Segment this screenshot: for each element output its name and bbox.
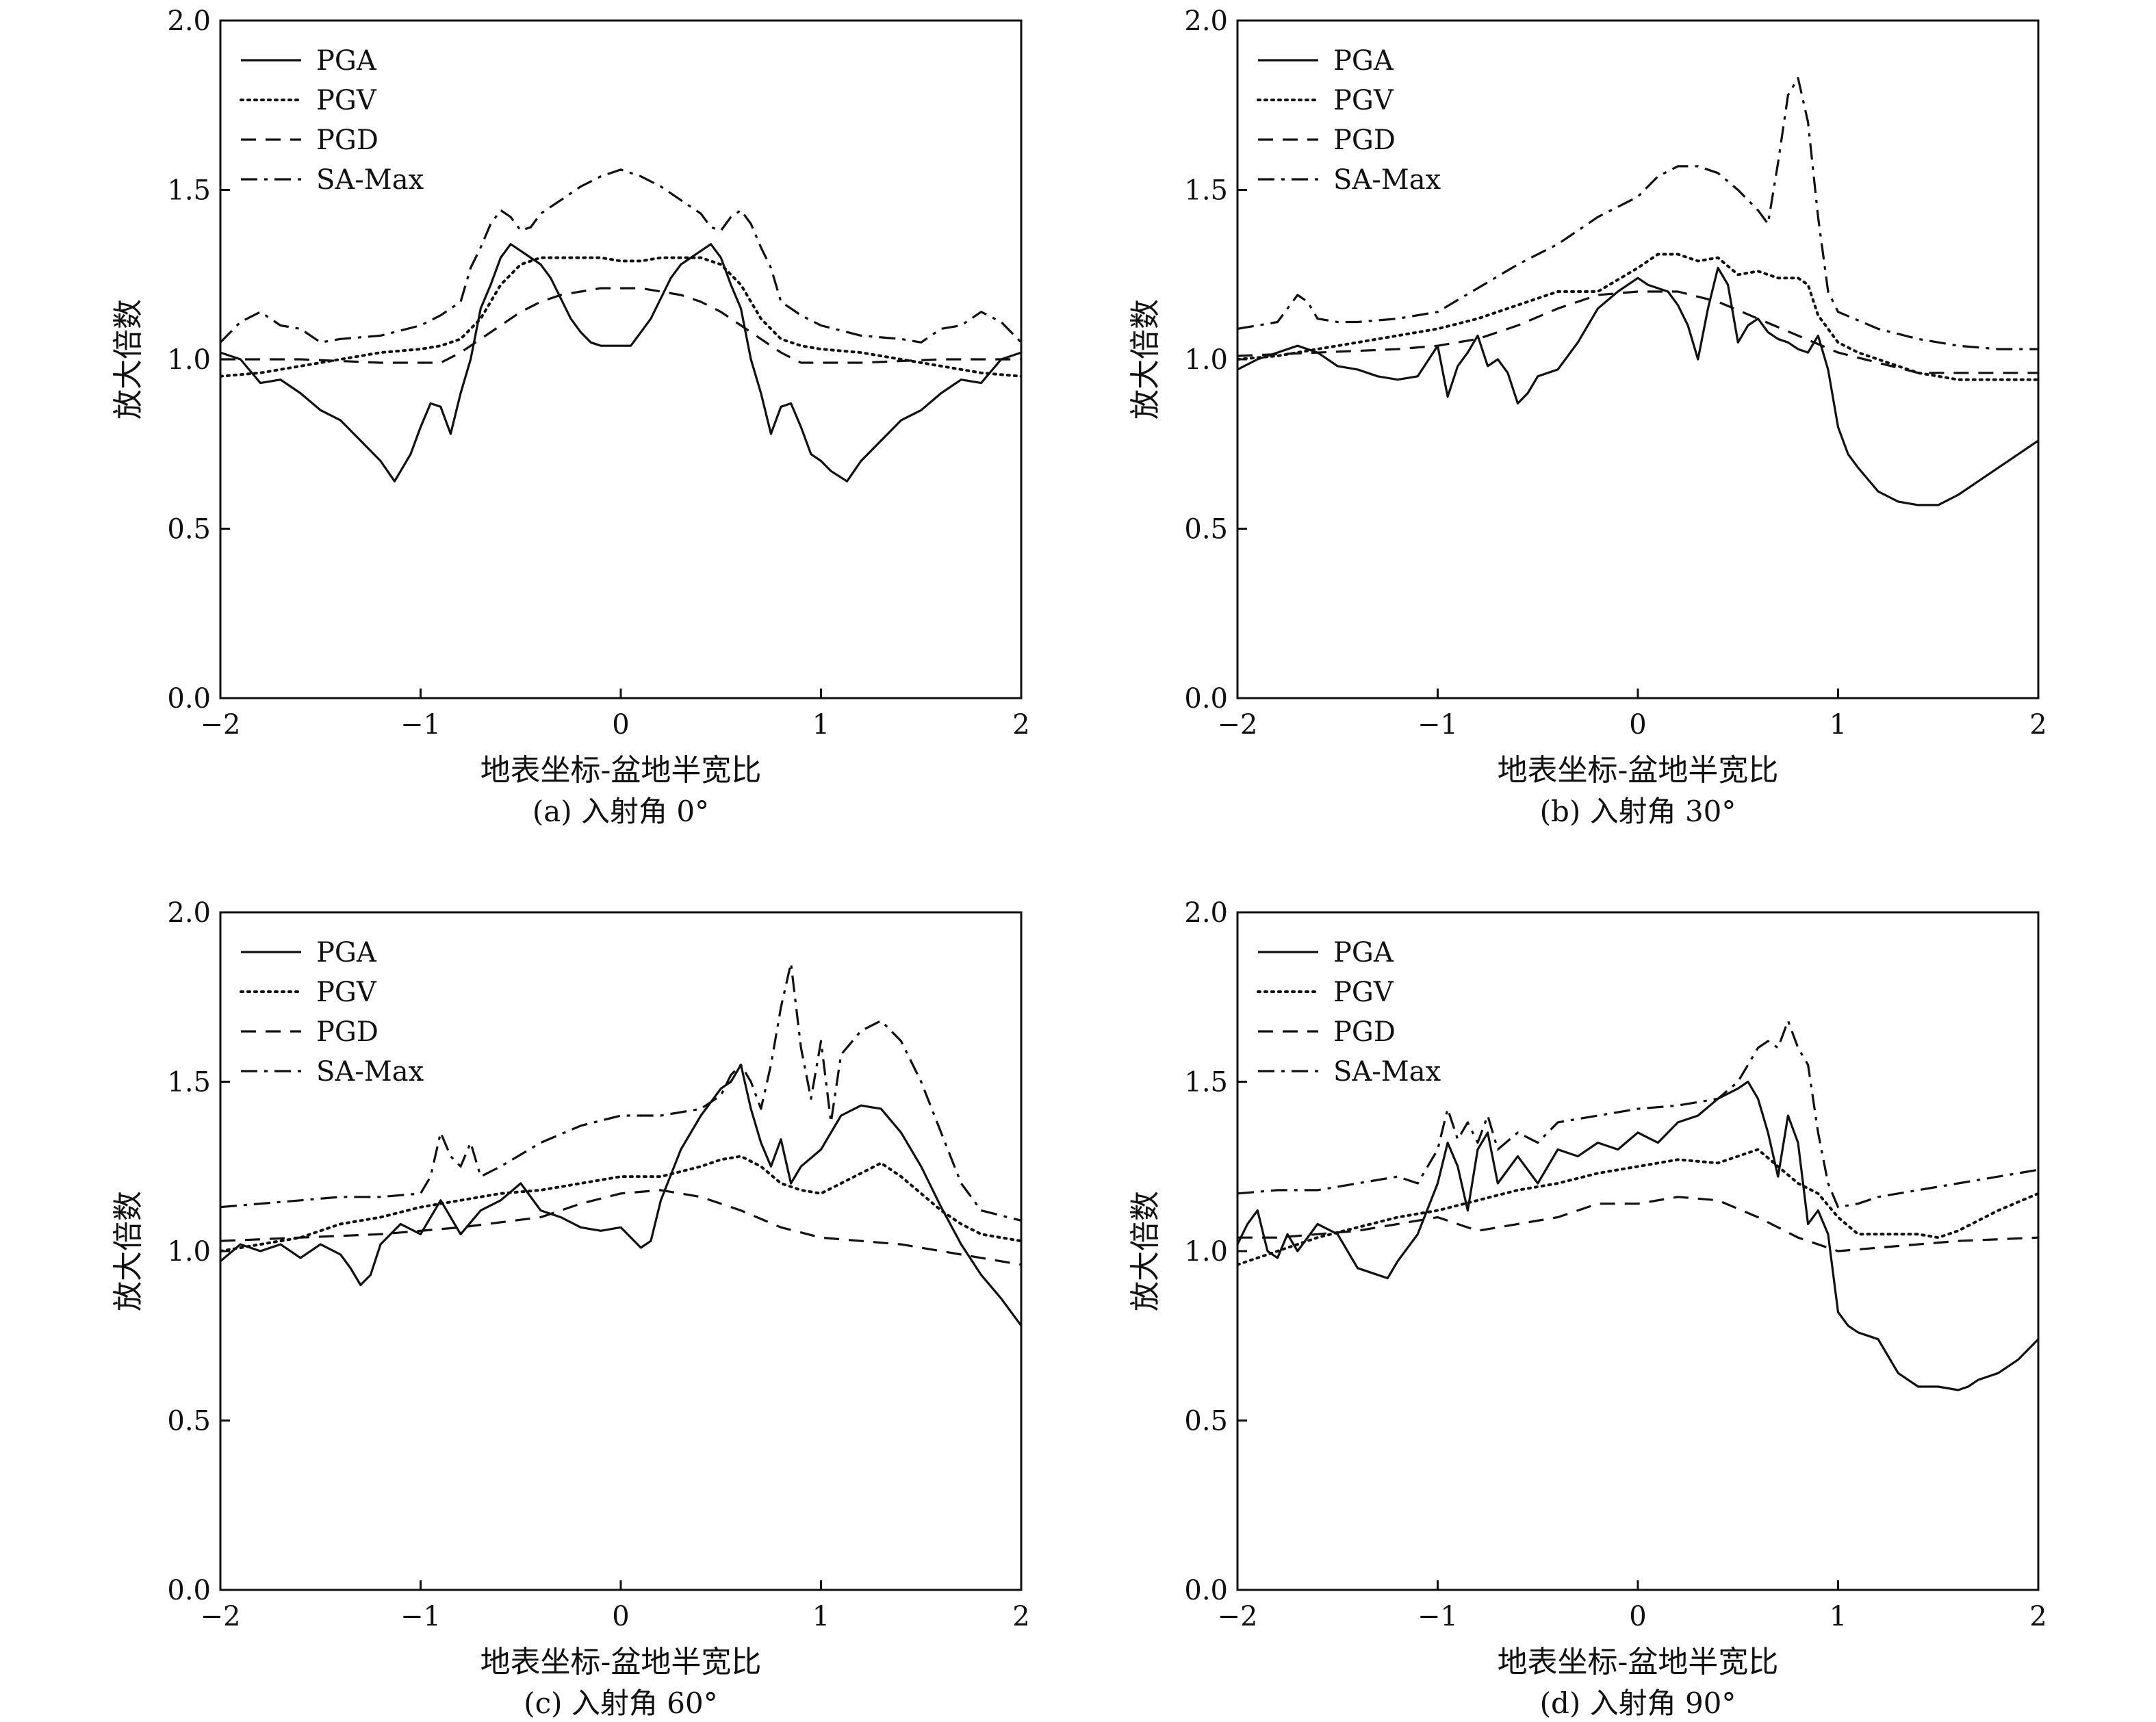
series-line-sa-max: [220, 962, 1021, 1222]
legend: PGA PGV PGD SA-Max: [1257, 937, 1441, 1088]
y-tick-label: 0.0: [167, 1575, 211, 1606]
x-tick-label: −2: [1218, 1601, 1258, 1632]
legend: PGA PGV PGD SA-Max: [240, 45, 424, 196]
x-tick-label: 2: [1012, 709, 1029, 741]
y-tick-label: 2.0: [1184, 5, 1228, 37]
x-tick-label: 0: [1629, 709, 1646, 741]
x-tick-label: −2: [201, 1601, 241, 1632]
y-tick-label: 0.5: [167, 1406, 211, 1437]
series-line-pga: [1237, 1080, 2038, 1391]
legend: PGA PGV PGD SA-Max: [1257, 45, 1441, 196]
y-axis-label: 放大倍数: [111, 1191, 146, 1311]
panel-caption: (b) 入射角 30°: [1540, 795, 1736, 828]
legend-label: PGD: [1333, 125, 1396, 156]
series-line-pgv: [220, 256, 1021, 378]
x-tick-label: 2: [2029, 1601, 2046, 1632]
panel-caption: (a) 入射角 0°: [532, 795, 709, 828]
legend: PGA PGV PGD SA-Max: [240, 937, 424, 1088]
x-tick-label: 1: [812, 1601, 830, 1632]
y-tick-label: 2.0: [167, 5, 211, 37]
y-tick-label: 2.0: [167, 897, 211, 929]
y-tick-label: 0.5: [1184, 1406, 1228, 1437]
x-tick-label: −1: [1417, 709, 1458, 741]
x-tick-label: −2: [1218, 709, 1258, 741]
x-tick-label: 2: [2029, 709, 2046, 741]
x-axis-label: 地表坐标-盆地半宽比: [480, 753, 762, 788]
series-line-pgd: [1237, 1196, 2038, 1252]
series-line-pga: [220, 243, 1021, 483]
legend-label: PGV: [316, 977, 377, 1008]
legend-label: PGD: [316, 125, 378, 156]
series-line-sa-max: [1237, 77, 2038, 350]
legend-label: SA-Max: [316, 1056, 424, 1088]
y-tick-label: 1.5: [1184, 175, 1228, 207]
x-tick-label: −1: [400, 709, 441, 741]
series-line-pgv: [1237, 1148, 2038, 1266]
panel-caption: (d) 入射角 90°: [1540, 1686, 1736, 1720]
series-line-sa-max: [1237, 1019, 2038, 1209]
legend-label: PGA: [316, 45, 377, 77]
y-tick-label: 1.5: [167, 175, 211, 207]
y-tick-label: 2.0: [1184, 897, 1228, 929]
x-tick-label: −2: [201, 709, 241, 741]
legend-label: PGA: [316, 937, 377, 968]
y-tick-label: 1.0: [1184, 1236, 1228, 1268]
legend-label: PGV: [1333, 977, 1394, 1008]
chart-panel-3: −2 −1 0 1 2 0.0 0.5 1.0 1.5 2.0 地表坐标-盆地半宽比 放大倍数 (c) …: [111, 897, 1030, 1720]
y-tick-label: 1.5: [1184, 1067, 1228, 1098]
legend-label: PGA: [1333, 45, 1394, 77]
legend-label: PGV: [316, 85, 377, 116]
chart-panel-2: −2 −1 0 1 2 0.0 0.5 1.0 1.5 2.0 地表坐标-盆地半宽比 放大倍数 (b) …: [1128, 5, 2047, 828]
legend-label: SA-Max: [316, 164, 424, 196]
chart-panel-1: −2 −1 0 1 2 0.0 0.5 1.0 1.5 2.0 地表坐标-盆地半宽比 放大倍数 (a) …: [111, 5, 1030, 828]
series-line-sa-max: [220, 168, 1021, 344]
series-line-pga: [1237, 266, 2038, 506]
legend-label: PGD: [1333, 1016, 1396, 1048]
legend-label: PGD: [316, 1016, 378, 1048]
y-tick-label: 0.0: [1184, 1575, 1228, 1606]
x-tick-label: 2: [1012, 1601, 1029, 1632]
y-tick-label: 0.5: [1184, 514, 1228, 545]
x-tick-label: −1: [400, 1601, 441, 1632]
series-line-pgv: [1237, 253, 2038, 381]
legend-label: PGV: [1333, 85, 1394, 116]
x-tick-label: 1: [1830, 709, 1847, 741]
y-axis-label: 放大倍数: [111, 299, 146, 420]
x-tick-label: 0: [612, 1601, 629, 1632]
panel-caption: (c) 入射角 60°: [524, 1686, 717, 1720]
series-line-pgv: [220, 1155, 1021, 1252]
legend-label: SA-Max: [1333, 1056, 1441, 1088]
y-tick-label: 1.0: [167, 344, 211, 376]
y-tick-label: 0.0: [1184, 683, 1228, 715]
x-tick-label: 1: [1830, 1601, 1847, 1632]
y-axis-label: 放大倍数: [1128, 1191, 1163, 1311]
x-tick-label: 0: [612, 709, 629, 741]
y-axis-label: 放大倍数: [1128, 299, 1163, 420]
y-tick-label: 1.0: [1184, 344, 1228, 376]
y-tick-label: 0.0: [167, 683, 211, 715]
y-tick-label: 1.0: [167, 1236, 211, 1268]
series-line-pga: [220, 1064, 1021, 1326]
x-tick-label: 1: [812, 709, 830, 741]
series-line-pgd: [1237, 290, 2038, 374]
legend-label: PGA: [1333, 937, 1394, 968]
x-axis-label: 地表坐标-盆地半宽比: [1498, 1645, 1779, 1680]
chart-panel-4: −2 −1 0 1 2 0.0 0.5 1.0 1.5 2.0 地表坐标-盆地半宽比 放大倍数 (d) …: [1128, 897, 2047, 1720]
x-axis-label: 地表坐标-盆地半宽比: [480, 1645, 762, 1680]
y-tick-label: 0.5: [167, 514, 211, 545]
legend-label: SA-Max: [1333, 164, 1441, 196]
series-line-pgd: [220, 287, 1021, 364]
x-tick-label: −1: [1417, 1601, 1458, 1632]
x-tick-label: 0: [1629, 1601, 1646, 1632]
x-axis-label: 地表坐标-盆地半宽比: [1498, 753, 1779, 788]
y-tick-label: 1.5: [167, 1067, 211, 1098]
